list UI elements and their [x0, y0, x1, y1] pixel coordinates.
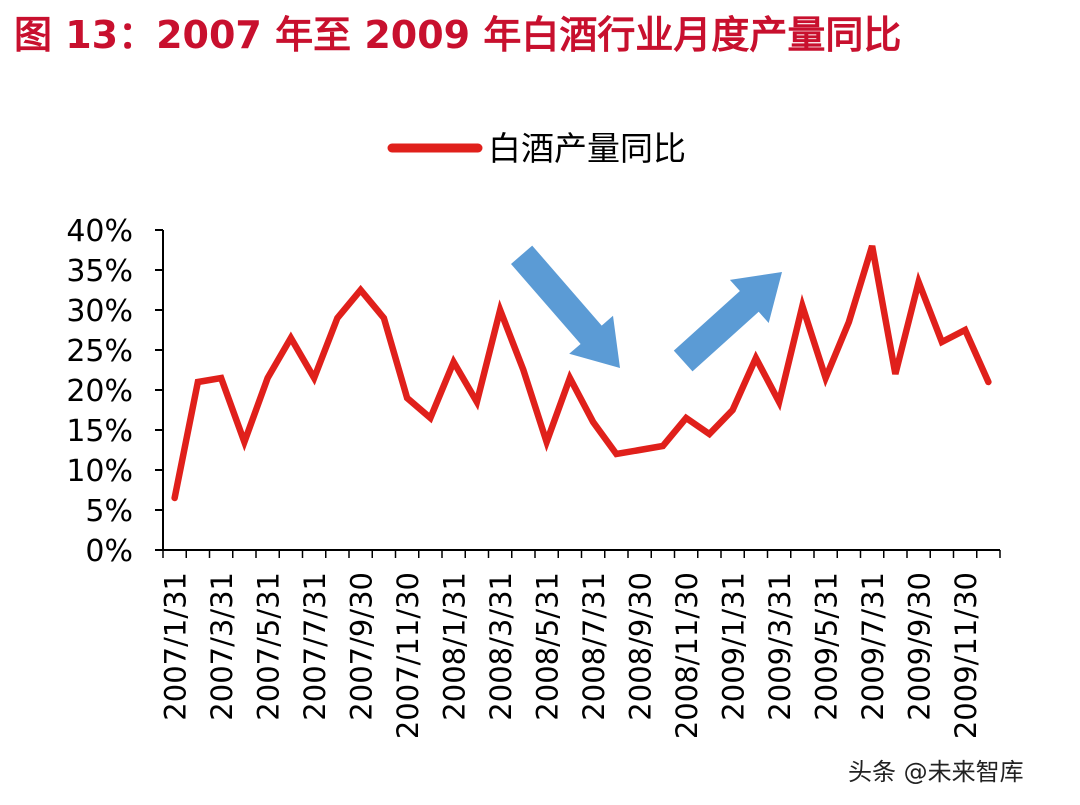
y-tick-label: 30% [66, 294, 133, 329]
x-tick-label: 2009/5/31 [810, 572, 844, 721]
x-tick-label: 2007/1/31 [159, 572, 193, 721]
legend-label: 白酒产量同比 [488, 129, 686, 168]
x-tick-label: 2009/9/30 [903, 572, 937, 721]
figure-title: 图 13：2007 年至 2009 年白酒行业月度产量同比 [14, 13, 902, 57]
x-tick-label: 2009/1/31 [717, 572, 751, 721]
y-tick-label: 40% [66, 214, 133, 249]
y-tick-label: 35% [66, 254, 133, 289]
y-tick-label: 20% [66, 374, 133, 409]
y-tick-label: 25% [66, 334, 133, 369]
x-tick-label: 2007/11/30 [391, 572, 425, 739]
x-tick-label: 2009/7/31 [856, 572, 890, 721]
x-tick-label: 2008/5/31 [531, 572, 565, 721]
x-axis: 2007/1/31 2007/3/31 2007/5/31 2007/7/31 2007… [159, 549, 1001, 739]
trend-arrow [673, 272, 782, 372]
x-tick-label: 2007/5/31 [252, 572, 286, 721]
x-tick-label: 2008/3/31 [484, 572, 518, 721]
x-tick-label: 2008/1/31 [438, 572, 472, 721]
x-tick-label: 2008/9/30 [624, 572, 658, 721]
y-tick-label: 5% [85, 494, 133, 529]
y-axis: 0% 5% 10% 15% 20% 25% 30% 35% 40% [66, 214, 164, 569]
x-tick-label: 2009/11/30 [949, 572, 983, 739]
y-tick-label: 10% [66, 454, 133, 489]
x-tick-label: 2007/3/31 [205, 572, 239, 721]
x-tick-label: 2008/11/30 [670, 572, 704, 739]
x-tick-label: 2008/7/31 [577, 572, 611, 721]
series-line [171, 245, 992, 502]
chart-series [171, 245, 992, 502]
trend-arrow [511, 245, 620, 368]
watermark: 头条 @未来智库 [848, 758, 1024, 786]
chart-legend: 白酒产量同比 [387, 129, 686, 168]
x-tick-label: 2007/7/31 [298, 572, 332, 721]
y-tick-label: 15% [66, 414, 133, 449]
x-tick-label: 2007/9/30 [345, 572, 379, 721]
chart-annotations [511, 245, 782, 372]
y-tick-label: 0% [85, 534, 133, 569]
x-tick-label: 2009/3/31 [763, 572, 797, 721]
